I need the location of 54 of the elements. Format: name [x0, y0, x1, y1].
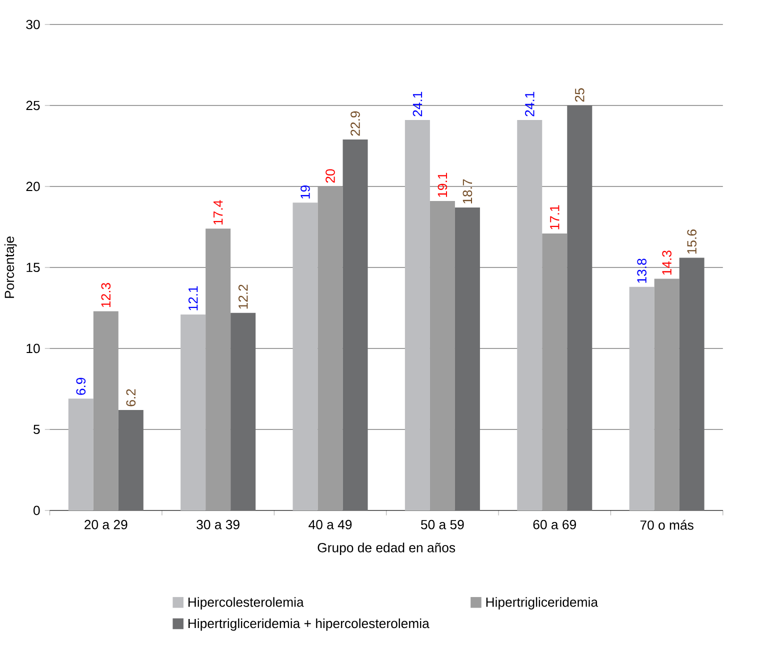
data-label: 6.2 — [126, 389, 136, 406]
bar — [679, 258, 704, 510]
x-axis-title: Grupo de edad en años — [318, 542, 456, 555]
x-tick-label: 50 a 59 — [420, 520, 464, 530]
data-label: 24.1 — [525, 92, 534, 116]
bar — [342, 139, 368, 510]
legend-label: Hipercolesterolemia — [188, 597, 304, 610]
bar — [230, 312, 256, 510]
legend-label: Hipertrigliceridemia + hipercolesterolemia — [188, 618, 430, 631]
bar — [118, 410, 144, 510]
data-label: 17.1 — [550, 205, 560, 230]
y-tick-label: 20 — [26, 182, 40, 191]
bar — [93, 311, 118, 510]
y-axis-title: Porcentaje — [4, 236, 17, 298]
bar — [180, 314, 206, 510]
bar — [629, 286, 654, 510]
y-tick-label: 15 — [26, 262, 40, 272]
bar — [542, 233, 568, 510]
y-tick-label: 0 — [34, 506, 40, 515]
bar — [567, 105, 592, 510]
data-label: 18.7 — [462, 179, 472, 204]
x-tick-label: 60 a 69 — [533, 520, 576, 530]
data-label: 13.8 — [637, 258, 646, 283]
y-tick-label: 25 — [26, 100, 40, 110]
bar — [430, 200, 455, 510]
legend-label: Hipertrigliceridemia — [486, 597, 598, 610]
data-label: 6.9 — [76, 378, 86, 395]
bar — [68, 398, 94, 510]
data-label: 24.1 — [412, 92, 422, 116]
data-label: 12.2 — [238, 284, 248, 309]
data-label: 25 — [574, 88, 584, 102]
data-label: 17.4 — [214, 200, 223, 224]
x-tick-label: 70 o más — [640, 520, 694, 530]
data-label: 22.9 — [350, 111, 360, 136]
bar — [517, 120, 542, 510]
y-tick-label: 5 — [34, 424, 40, 434]
data-label: 19 — [300, 185, 310, 198]
bar — [454, 207, 480, 510]
data-label: 19.1 — [438, 172, 448, 197]
bar — [654, 278, 680, 510]
bar — [404, 120, 430, 510]
bar — [206, 228, 231, 510]
data-label: 14.3 — [662, 250, 672, 274]
bar — [292, 202, 318, 510]
x-tick-label: 20 a 29 — [84, 520, 128, 530]
data-label: 20 — [326, 169, 335, 183]
y-tick-label: 10 — [26, 344, 40, 353]
y-tick-label: 30 — [26, 20, 40, 29]
data-label: 12.1 — [188, 286, 198, 310]
data-label: 12.3 — [101, 282, 111, 307]
x-tick-label: 30 a 39 — [196, 520, 240, 530]
x-tick-label: 40 a 49 — [308, 520, 352, 530]
data-label: 15.6 — [687, 229, 696, 254]
bar — [318, 186, 343, 510]
